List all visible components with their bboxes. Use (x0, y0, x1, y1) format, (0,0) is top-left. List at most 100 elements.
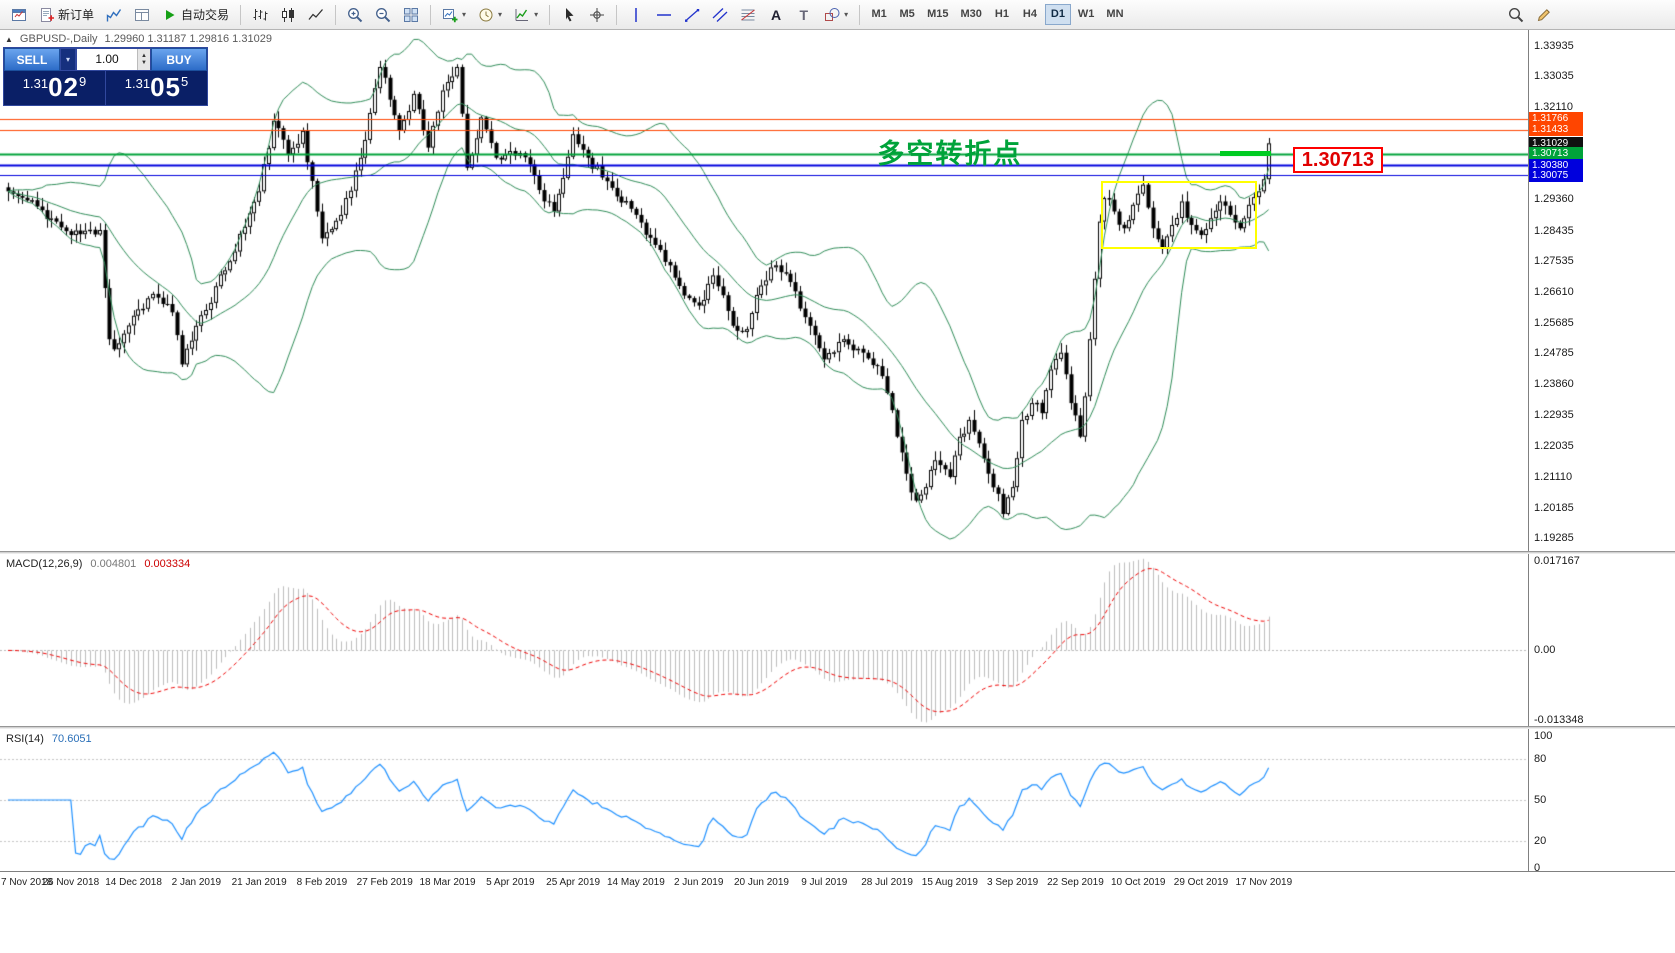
zoom-out-icon (375, 7, 391, 23)
timeframe-h4-button[interactable]: H4 (1022, 8, 1037, 20)
toolbar: 新订单 自动交易 ▾ ▾ ▾ A T ▾ M1 M5 M15 M30 H1 H4 D1 W1 MN (0, 0, 1675, 30)
tile-windows-button[interactable] (398, 3, 424, 27)
timeframe-d1-button[interactable]: D1 (1044, 4, 1071, 25)
tile-windows-icon (403, 7, 419, 23)
zoom-in-icon (347, 7, 363, 23)
profiles-button[interactable]: ▾ (473, 3, 507, 27)
time-label: 26 Nov 2018 (42, 877, 100, 888)
chevron-down-icon: ▾ (534, 10, 539, 19)
sell-price[interactable]: 1.31029 (4, 71, 105, 105)
timeframe-h1-button[interactable]: H1 (994, 8, 1009, 20)
fibonacci-button[interactable] (735, 3, 761, 27)
price-divider (105, 71, 106, 105)
time-label: 18 Mar 2019 (419, 877, 476, 888)
timeframe-m15-button[interactable]: M15 (927, 8, 949, 20)
vertical-line-button[interactable] (623, 3, 649, 27)
price-scale[interactable]: 1.33935 1.33035 1.32110 1.29360 1.28435 1.275… (1528, 30, 1675, 875)
price-tick-label: 1.22935 (1534, 409, 1574, 422)
time-label: 5 Apr 2019 (486, 877, 535, 888)
volume-stepper[interactable]: ▲ ▼ (137, 49, 150, 70)
search-button[interactable] (1503, 3, 1529, 27)
sell-button[interactable]: SELL (4, 48, 60, 71)
time-scale[interactable]: 7 Nov 2018 26 Nov 2018 14 Dec 2018 2 Jan 20… (0, 871, 1675, 893)
rsi-tick-label: 100 (1534, 730, 1553, 742)
macd-value-signal: 0.003334 (144, 558, 191, 570)
bars-type-button[interactable] (247, 3, 273, 27)
price-tick-label: 1.32110 (1534, 100, 1573, 113)
volume-step-up-icon[interactable]: ▲ (141, 52, 147, 59)
panel-separator[interactable] (0, 551, 1675, 554)
new-order-label: 新订单 (58, 8, 95, 22)
macd-tick-label: -0.013348 (1534, 713, 1584, 726)
chart-symbol-period: GBPUSD-,Daily (19, 33, 98, 45)
buy-button[interactable]: BUY (151, 48, 207, 71)
data-window-button[interactable] (129, 3, 155, 27)
indicators-button[interactable]: ▾ (509, 3, 543, 27)
chart-ohlc-values: 1.29960 1.31187 1.29816 1.31029 (104, 33, 272, 45)
cursor-button[interactable] (556, 3, 582, 27)
label-icon: T (796, 7, 812, 23)
buy-price[interactable]: 1.31055 (106, 71, 207, 105)
zoom-in-button[interactable] (342, 3, 368, 27)
edit-button[interactable] (1531, 3, 1557, 27)
new-window-button[interactable] (6, 3, 32, 27)
search-icon (1508, 7, 1524, 23)
timeframe-m30-button[interactable]: M30 (960, 8, 982, 20)
chevron-down-icon: ▾ (498, 10, 503, 19)
timeframe-m1-button[interactable]: M1 (871, 8, 887, 20)
toolbar-separator (616, 4, 618, 25)
time-label: 21 Jan 2019 (231, 877, 287, 888)
trendline-button[interactable] (679, 3, 705, 27)
label-button[interactable]: T (791, 3, 817, 27)
time-label: 28 Jul 2019 (861, 877, 913, 888)
volume-input[interactable]: 1.00 ▲ ▼ (76, 48, 151, 71)
channel-button[interactable] (707, 3, 733, 27)
one-click-collapse-arrow[interactable]: ▲ (5, 34, 13, 44)
toolbar-separator (430, 4, 432, 25)
autotrading-button[interactable]: 自动交易 (157, 3, 234, 27)
crosshair-button[interactable] (584, 3, 610, 27)
shapes-icon (824, 7, 840, 23)
footer-space (0, 893, 1675, 953)
volume-dropdown[interactable]: ▾ (60, 48, 76, 71)
price-tick-label: 1.24785 (1534, 347, 1574, 360)
toolbar-separator (859, 4, 861, 25)
macd-canvas[interactable] (0, 554, 1528, 726)
price-chart-canvas[interactable] (0, 30, 1528, 551)
price-flag-label[interactable]: 1.30713 (1292, 146, 1384, 173)
rsi-canvas[interactable] (0, 729, 1528, 871)
panel-separator[interactable] (0, 726, 1675, 729)
text-button[interactable]: A (763, 3, 789, 27)
candles-type-button[interactable] (275, 3, 301, 27)
time-label: 25 Apr 2019 (546, 877, 601, 888)
market-watch-button[interactable] (101, 3, 127, 27)
price-tick-label: 1.20185 (1534, 501, 1574, 514)
fibonacci-icon (740, 7, 756, 23)
rsi-tick-label: 0 (1534, 862, 1541, 875)
timeframe-m5-button[interactable]: M5 (899, 8, 915, 20)
price-tick-label: 1.25685 (1534, 316, 1574, 329)
line-type-button[interactable] (303, 3, 329, 27)
zoom-out-button[interactable] (370, 3, 396, 27)
rsi-tick-label: 80 (1534, 753, 1547, 766)
volume-step-down-icon[interactable]: ▼ (141, 59, 147, 66)
turning-point-marker[interactable] (1220, 151, 1272, 157)
highlight-rectangle[interactable] (1101, 180, 1258, 250)
new-order-button[interactable]: 新订单 (34, 3, 99, 27)
price-tick-label: 1.19285 (1534, 532, 1574, 545)
price-tick-label: 1.22035 (1534, 439, 1574, 452)
new-chart-button[interactable]: ▾ (437, 3, 471, 27)
time-label: 29 Oct 2019 (1173, 877, 1229, 888)
one-click-trading-panel: SELL ▾ 1.00 ▲ ▼ BUY 1.31029 1.31055 (3, 47, 208, 106)
price-tick-label: 1.29360 (1534, 193, 1574, 206)
sell-price-sup: 9 (79, 74, 87, 89)
time-label: 27 Feb 2019 (356, 877, 413, 888)
turning-point-label[interactable]: 多空转折点 (877, 138, 1023, 169)
horizontal-line-button[interactable] (651, 3, 677, 27)
time-label: 2 Jun 2019 (673, 877, 724, 888)
timeframe-w1-button[interactable]: W1 (1077, 8, 1095, 20)
market-watch-icon (106, 7, 122, 23)
timeframe-mn-button[interactable]: MN (1106, 8, 1124, 20)
shapes-button[interactable]: ▾ (819, 3, 853, 27)
